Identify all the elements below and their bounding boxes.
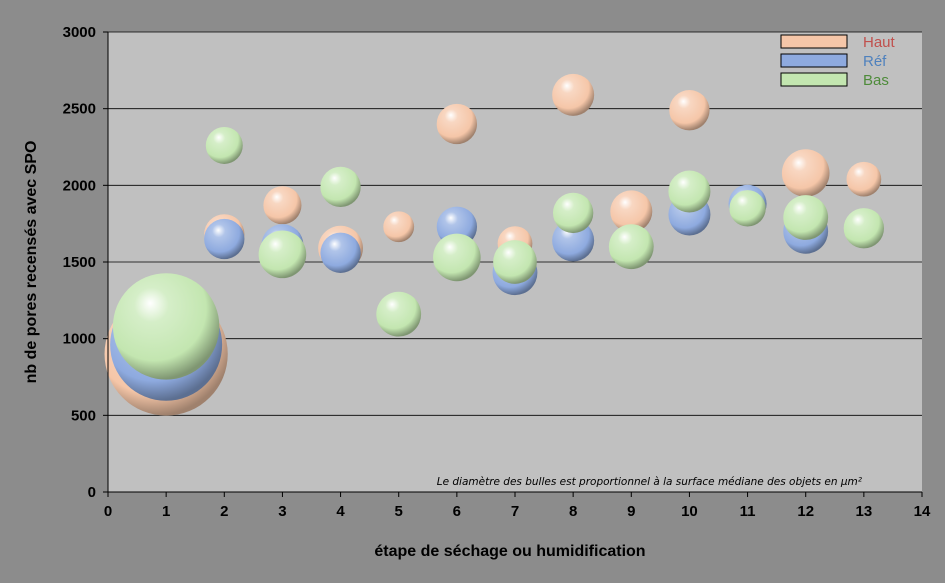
bubbles <box>104 73 885 416</box>
bubble-haut <box>436 103 478 145</box>
bubble-haut <box>552 73 595 116</box>
x-tick-label: 4 <box>336 503 345 520</box>
x-tick-label: 13 <box>856 503 873 520</box>
legend-swatch-réf <box>780 53 848 68</box>
bubble-bas <box>493 240 537 284</box>
legend: Haut Réf Bas <box>780 34 896 89</box>
y-tick-label: 3000 <box>63 24 96 41</box>
bubble-bas <box>729 190 766 227</box>
bubble-réf <box>320 232 361 273</box>
bubble-bas <box>608 224 654 270</box>
bubble-haut <box>610 190 653 233</box>
bubble-bas <box>783 195 829 240</box>
legend-swatch-bas <box>780 72 848 87</box>
x-tick-label: 3 <box>278 503 286 520</box>
y-axis-title: nb de pores recensés avec SPO <box>23 141 40 384</box>
x-tick-label: 8 <box>569 503 577 520</box>
x-tick-label: 9 <box>627 503 635 520</box>
bubble-haut <box>846 161 882 197</box>
bubble-bas <box>112 273 220 380</box>
bubble-size-note: Le diamètre des bulles est proportionnel… <box>437 476 863 488</box>
bubble-bas <box>376 291 422 337</box>
bubble-bas <box>668 170 711 213</box>
y-tick-label: 1500 <box>63 254 96 271</box>
bubble-réf <box>204 218 245 260</box>
x-axis-title: étape de séchage ou humidification <box>374 543 645 560</box>
x-tick-label: 6 <box>453 503 461 520</box>
legend-swatch-haut <box>780 34 848 49</box>
bubble-bas <box>552 192 594 234</box>
bubble-haut <box>781 149 830 197</box>
legend-label-bas: Bas <box>863 72 889 89</box>
bubble-haut <box>669 90 710 131</box>
y-tick-label: 2000 <box>63 177 96 194</box>
x-tick-label: 5 <box>395 503 403 520</box>
x-tick-label: 12 <box>797 503 814 520</box>
y-tick-label: 500 <box>71 407 96 424</box>
legend-label-haut: Haut <box>863 34 896 51</box>
x-tick-label: 1 <box>162 503 170 520</box>
legend-label-réf: Réf <box>863 53 887 70</box>
y-tick-label: 1000 <box>63 331 96 348</box>
x-tick-label: 10 <box>681 503 698 520</box>
bubble-haut <box>383 211 415 243</box>
x-tick-label: 14 <box>914 503 931 520</box>
bubble-bas <box>843 208 885 249</box>
bubble-bas <box>433 233 481 282</box>
tick-labels: 0 1 2 3 4 5 6 7 8 9 10 11 12 13 1405001000150020002500… <box>63 24 931 520</box>
x-tick-label: 0 <box>104 503 112 520</box>
x-tick-label: 11 <box>740 503 756 520</box>
axes <box>103 31 923 497</box>
bubble-haut <box>263 186 302 225</box>
y-tick-label: 2500 <box>63 101 96 118</box>
bubble-bas <box>205 126 243 164</box>
x-tick-label: 7 <box>511 503 519 520</box>
bubble-bas <box>320 166 361 208</box>
y-tick-label: 0 <box>88 484 96 501</box>
bubble-bas <box>258 230 307 279</box>
x-tick-label: 2 <box>220 503 228 520</box>
